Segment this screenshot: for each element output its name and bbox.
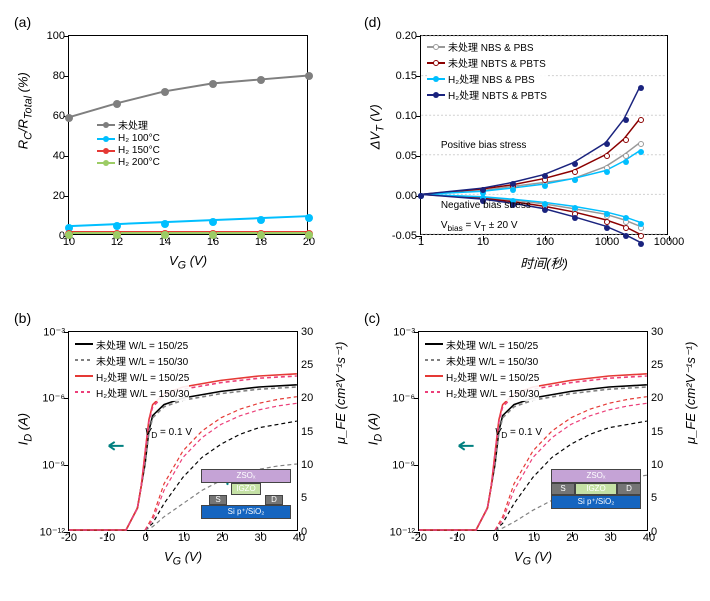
panel-b-label: (b) — [14, 310, 31, 326]
panel-c: (c) -20-1001020304010⁻¹²10⁻⁹10⁻⁶10⁻³0510… — [360, 306, 700, 592]
panel-a-label: (a) — [14, 14, 31, 30]
panel-d-label: (d) — [364, 14, 381, 30]
panel-a: (a) 101214161820020406080100未处理H₂ 100°CH… — [10, 10, 350, 296]
panel-b: (b) -20-1001020304010⁻¹²10⁻⁹10⁻⁶10⁻³0510… — [10, 306, 350, 592]
figure-grid: (a) 101214161820020406080100未处理H₂ 100°CH… — [10, 10, 700, 591]
panel-c-label: (c) — [364, 310, 380, 326]
panel-d: (d) 110100100010000-0.050.000.050.100.15… — [360, 10, 700, 296]
